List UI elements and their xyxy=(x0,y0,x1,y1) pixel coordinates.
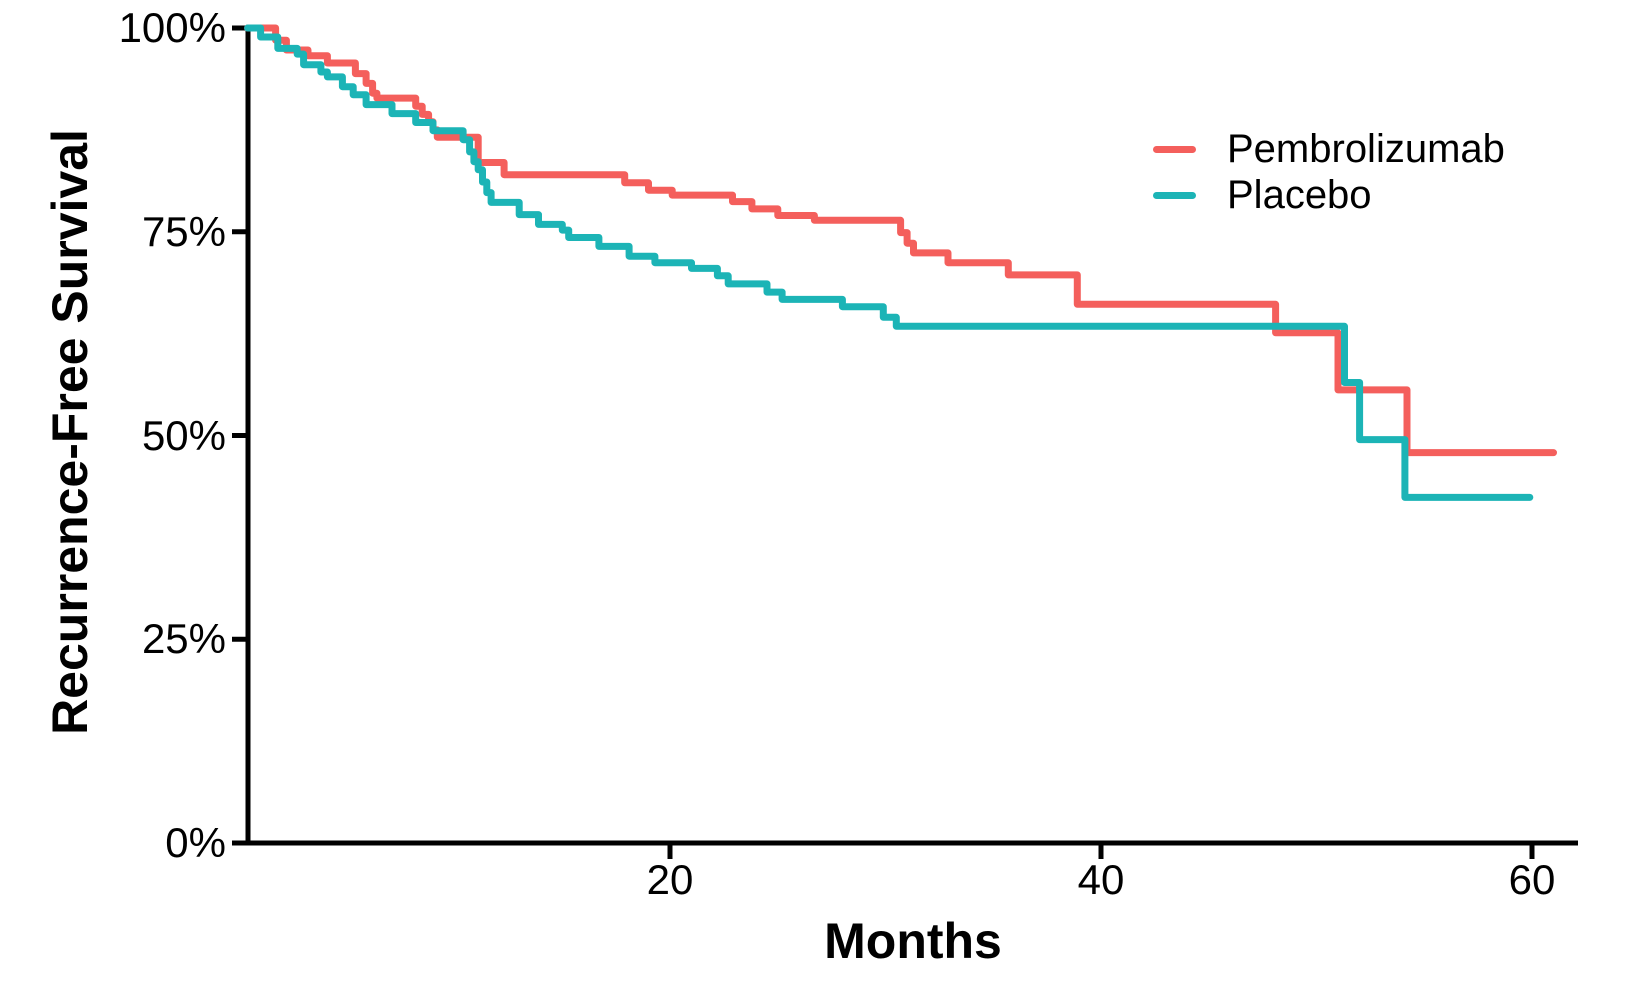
y-tick-label: 75% xyxy=(141,207,226,255)
legend-key-line-pembrolizumab xyxy=(1153,145,1196,153)
legend: Pembrolizumab Placebo xyxy=(1153,126,1505,218)
x-axis-title: Months xyxy=(824,913,1002,969)
survival-curve-placebo xyxy=(244,24,1534,501)
x-tick-label: 20 xyxy=(646,856,694,903)
y-tick-label: 100% xyxy=(118,4,226,51)
legend-label-placebo: Placebo xyxy=(1227,173,1372,217)
y-tick-label: 25% xyxy=(141,615,226,663)
y-tick-label: 0% xyxy=(165,819,226,866)
survival-curve-pembrolizumab xyxy=(244,24,1557,457)
legend-item-placebo: Placebo xyxy=(1153,172,1505,218)
legend-label-pembrolizumab: Pembrolizumab xyxy=(1227,127,1505,171)
x-tick-label: 40 xyxy=(1077,856,1125,903)
legend-key-line-placebo xyxy=(1153,191,1196,199)
x-tick-label: 60 xyxy=(1508,856,1556,903)
y-tick-label: 50% xyxy=(141,411,226,459)
legend-item-pembrolizumab: Pembrolizumab xyxy=(1153,126,1505,172)
